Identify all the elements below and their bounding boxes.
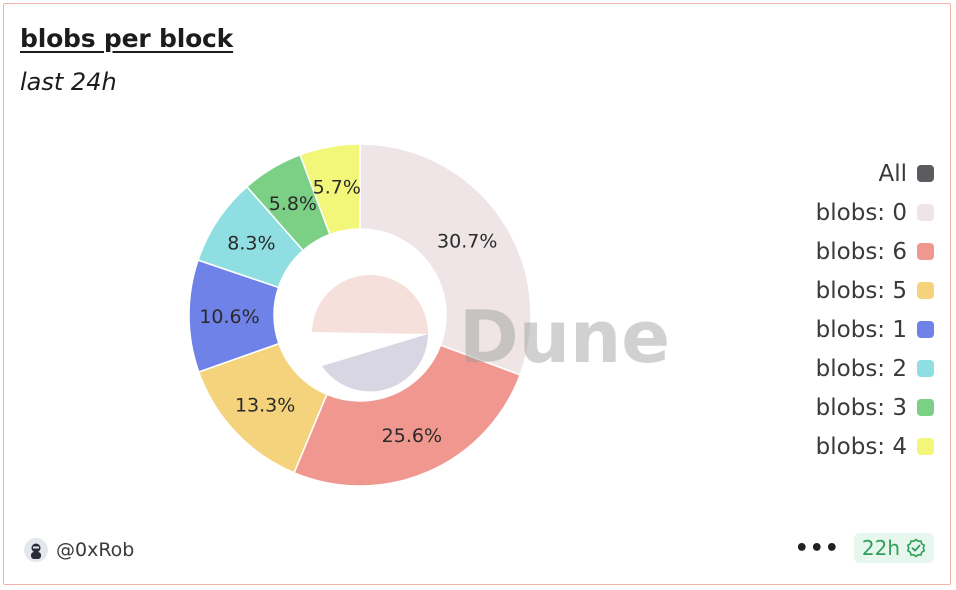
- chart-card: blobs per block last 24h 30.7% 25.6% 13.3%…: [3, 3, 951, 585]
- legend-swatch: [917, 360, 934, 377]
- donut-slices: [188, 143, 532, 487]
- legend-item-blobs-1[interactable]: blobs: 1: [816, 310, 934, 349]
- legend-label: blobs: 0: [815, 199, 907, 226]
- author-link[interactable]: @0xRob: [24, 538, 134, 562]
- verified-check-icon: [907, 538, 925, 558]
- legend-label: blobs: 2: [815, 355, 907, 382]
- slice-label: 30.7%: [437, 231, 497, 253]
- legend-item-blobs-6[interactable]: blobs: 6: [816, 232, 934, 271]
- slice-label: 13.3%: [235, 395, 295, 417]
- legend-item-blobs-5[interactable]: blobs: 5: [816, 271, 934, 310]
- slice-label: 25.6%: [382, 425, 442, 447]
- legend-swatch: [917, 243, 934, 260]
- slice-label: 10.6%: [199, 306, 259, 328]
- legend-label: All: [878, 160, 907, 187]
- legend-swatch: [917, 165, 934, 182]
- legend-label: blobs: 3: [815, 394, 907, 421]
- legend-swatch: [917, 321, 934, 338]
- slice-blobs-0[interactable]: [359, 143, 532, 376]
- slice-label: 5.7%: [313, 177, 361, 199]
- dune-logo-bottom: [322, 334, 428, 392]
- slice-blobs-6[interactable]: [293, 344, 522, 487]
- slice-labels: 30.7% 25.6% 13.3% 10.6% 8.3% 5.8%5.7%: [199, 177, 497, 447]
- slice-blobs-4[interactable]: [299, 143, 361, 236]
- footer-actions: ••• 22h: [795, 533, 934, 563]
- legend-item-blobs-0[interactable]: blobs: 0: [816, 193, 934, 232]
- legend-swatch: [917, 204, 934, 221]
- legend-item-all[interactable]: All: [878, 154, 934, 193]
- avatar: [24, 538, 48, 562]
- age-label: 22h: [861, 536, 900, 560]
- author-name: @0xRob: [56, 539, 135, 561]
- dune-logo-icon: [312, 274, 429, 392]
- legend-item-blobs-4[interactable]: blobs: 4: [816, 427, 934, 466]
- legend-item-blobs-2[interactable]: blobs: 2: [816, 349, 934, 388]
- donut-chart: 30.7% 25.6% 13.3% 10.6% 8.3% 5.8%5.7% Dune: [188, 143, 670, 487]
- more-options-button[interactable]: •••: [794, 535, 840, 561]
- chart-subtitle: last 24h: [20, 68, 117, 96]
- dune-logo-top: [312, 274, 429, 334]
- legend-label: blobs: 4: [815, 433, 907, 460]
- avatar-icon: [31, 543, 41, 559]
- dune-watermark: Dune: [459, 295, 670, 379]
- chart-title[interactable]: blobs per block: [20, 24, 234, 53]
- legend-label: blobs: 6: [815, 238, 907, 265]
- legend-swatch: [917, 282, 934, 299]
- legend-label: blobs: 5: [815, 277, 907, 304]
- legend-swatch: [917, 438, 934, 455]
- slice-label: 8.3%: [227, 233, 275, 255]
- legend-swatch: [917, 399, 934, 416]
- legend-label: blobs: 1: [815, 316, 907, 343]
- legend-item-blobs-3[interactable]: blobs: 3: [816, 388, 934, 427]
- slice-label: 5.8%: [269, 193, 317, 215]
- refresh-age-badge[interactable]: 22h: [853, 533, 934, 563]
- legend: All blobs: 0 blobs: 6 blobs: 5 blobs: 1 blob…: [816, 154, 934, 466]
